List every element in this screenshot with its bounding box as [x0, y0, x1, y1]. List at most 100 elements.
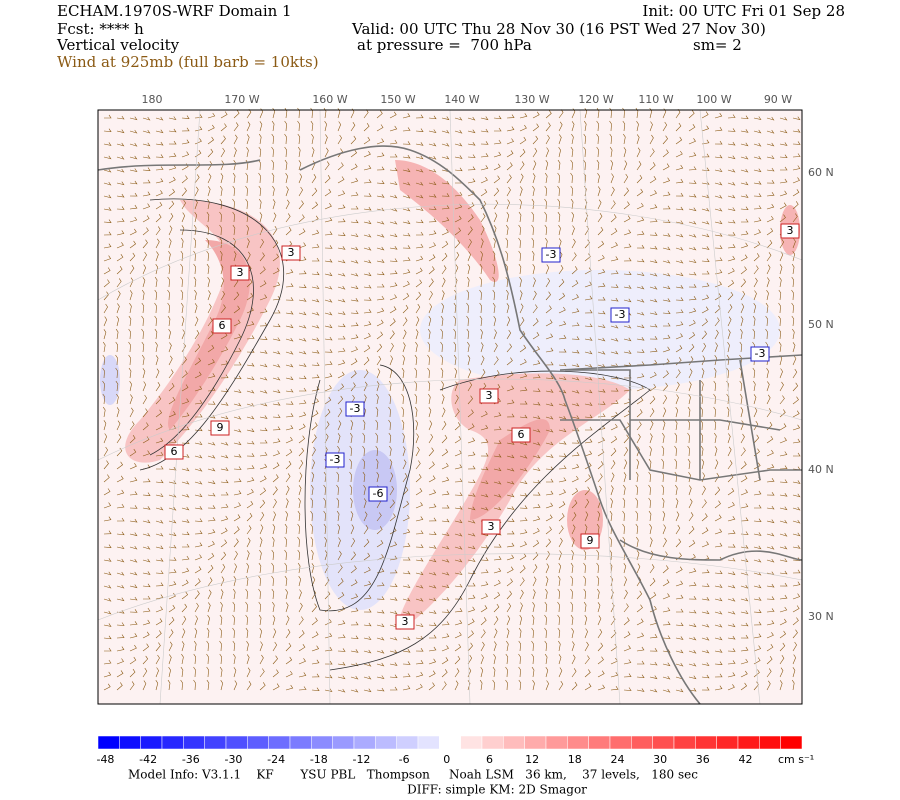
barb — [727, 342, 730, 353]
barb — [116, 610, 125, 614]
barb — [428, 420, 433, 431]
barb — [311, 187, 318, 197]
barb — [506, 385, 515, 392]
barb — [636, 244, 645, 249]
barb — [284, 120, 287, 132]
barb — [194, 590, 200, 600]
barb — [194, 289, 197, 301]
barb — [272, 226, 278, 236]
barb — [246, 512, 253, 522]
barb — [415, 488, 423, 496]
barb — [792, 368, 798, 379]
barb — [193, 666, 196, 678]
barb — [129, 518, 138, 523]
barb — [311, 410, 319, 418]
barb — [246, 537, 251, 548]
barb — [298, 298, 307, 302]
barb — [532, 515, 541, 522]
barb — [311, 687, 320, 692]
barb — [792, 238, 796, 249]
barb — [493, 506, 502, 511]
barb — [337, 592, 345, 600]
barb — [337, 648, 346, 652]
barb — [220, 304, 226, 314]
barb — [753, 609, 762, 613]
barb — [245, 172, 248, 184]
barb — [207, 359, 215, 366]
barb — [324, 298, 333, 303]
barb — [766, 519, 775, 524]
barb — [258, 614, 262, 626]
barb — [467, 409, 474, 418]
barb — [791, 263, 795, 275]
barb — [115, 354, 118, 366]
barb — [207, 480, 216, 485]
barb — [271, 562, 274, 574]
barb — [609, 549, 612, 561]
barb — [779, 545, 788, 550]
barb — [233, 134, 238, 145]
barb — [323, 523, 327, 535]
barb — [766, 558, 775, 563]
barb — [363, 649, 372, 654]
barb — [350, 524, 355, 535]
barb — [480, 424, 489, 431]
barb — [649, 395, 656, 405]
barb — [324, 421, 330, 431]
barb — [792, 424, 801, 431]
barb — [324, 311, 333, 316]
barb — [103, 316, 108, 327]
barb — [636, 121, 639, 132]
barb — [557, 588, 561, 600]
barb — [636, 536, 639, 548]
barb — [570, 159, 573, 171]
barb — [792, 581, 801, 587]
barb — [753, 532, 762, 536]
barb — [129, 571, 138, 576]
barb — [675, 511, 680, 522]
barb — [688, 582, 697, 587]
barb — [129, 129, 138, 134]
barb — [233, 466, 242, 470]
barb — [519, 517, 528, 522]
barb — [311, 603, 317, 613]
barb — [258, 146, 262, 158]
barb — [272, 414, 281, 418]
barb — [234, 361, 242, 366]
barb — [103, 584, 112, 589]
barb — [571, 336, 580, 340]
barb — [571, 294, 579, 301]
barb — [375, 406, 379, 418]
barb — [544, 627, 547, 639]
barb — [609, 536, 612, 548]
barb — [129, 644, 137, 652]
barb — [506, 138, 514, 145]
barb — [480, 493, 489, 498]
barb — [246, 292, 254, 301]
barb — [480, 654, 484, 665]
barb — [103, 558, 112, 562]
barb — [441, 394, 445, 405]
barb — [532, 602, 535, 613]
barb — [337, 420, 342, 431]
barb — [363, 525, 369, 535]
colorbar-box — [119, 735, 141, 750]
barb — [662, 432, 665, 444]
barb — [207, 290, 211, 301]
barb — [713, 367, 717, 379]
barb — [558, 441, 567, 445]
barb — [636, 385, 644, 392]
barb — [246, 251, 251, 262]
barb — [233, 563, 237, 574]
barb — [557, 627, 561, 639]
barb — [727, 304, 733, 314]
barb — [285, 269, 294, 275]
barb — [129, 609, 138, 613]
barb — [752, 328, 756, 340]
barb — [597, 324, 606, 328]
barb — [233, 319, 241, 327]
barb — [272, 486, 278, 496]
barb — [389, 472, 394, 483]
barb — [168, 225, 173, 236]
